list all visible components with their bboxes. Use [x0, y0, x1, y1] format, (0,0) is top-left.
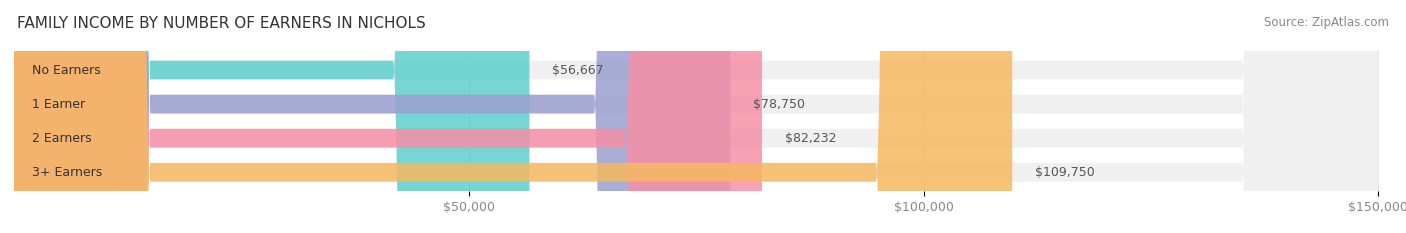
- FancyBboxPatch shape: [14, 0, 1012, 233]
- FancyBboxPatch shape: [14, 0, 762, 233]
- FancyBboxPatch shape: [14, 0, 530, 233]
- Text: No Earners: No Earners: [32, 64, 101, 76]
- Text: FAMILY INCOME BY NUMBER OF EARNERS IN NICHOLS: FAMILY INCOME BY NUMBER OF EARNERS IN NI…: [17, 16, 426, 31]
- FancyBboxPatch shape: [14, 0, 1378, 233]
- Text: $82,232: $82,232: [785, 132, 837, 145]
- FancyBboxPatch shape: [14, 0, 1378, 233]
- Text: $78,750: $78,750: [754, 98, 806, 111]
- Text: $109,750: $109,750: [1035, 166, 1095, 179]
- Text: $56,667: $56,667: [553, 64, 603, 76]
- FancyBboxPatch shape: [14, 0, 1378, 233]
- Text: 3+ Earners: 3+ Earners: [32, 166, 103, 179]
- Text: Source: ZipAtlas.com: Source: ZipAtlas.com: [1264, 16, 1389, 29]
- Text: 2 Earners: 2 Earners: [32, 132, 91, 145]
- Text: 1 Earner: 1 Earner: [32, 98, 86, 111]
- FancyBboxPatch shape: [14, 0, 1378, 233]
- FancyBboxPatch shape: [14, 0, 730, 233]
